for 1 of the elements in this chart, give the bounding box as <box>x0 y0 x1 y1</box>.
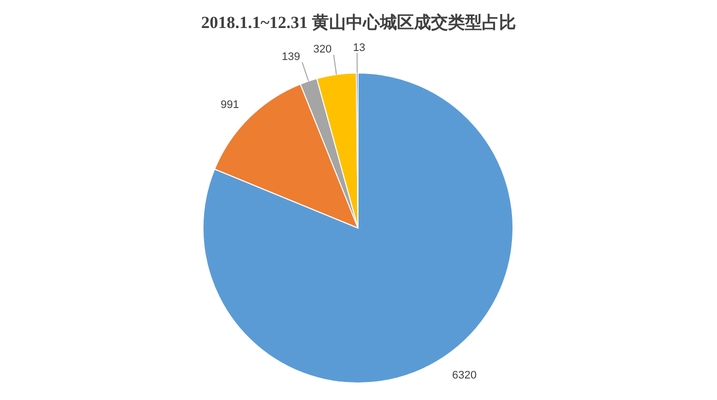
title: 2018.1.1~12.31 黄山中心城区成交类型占比 <box>201 13 516 32</box>
